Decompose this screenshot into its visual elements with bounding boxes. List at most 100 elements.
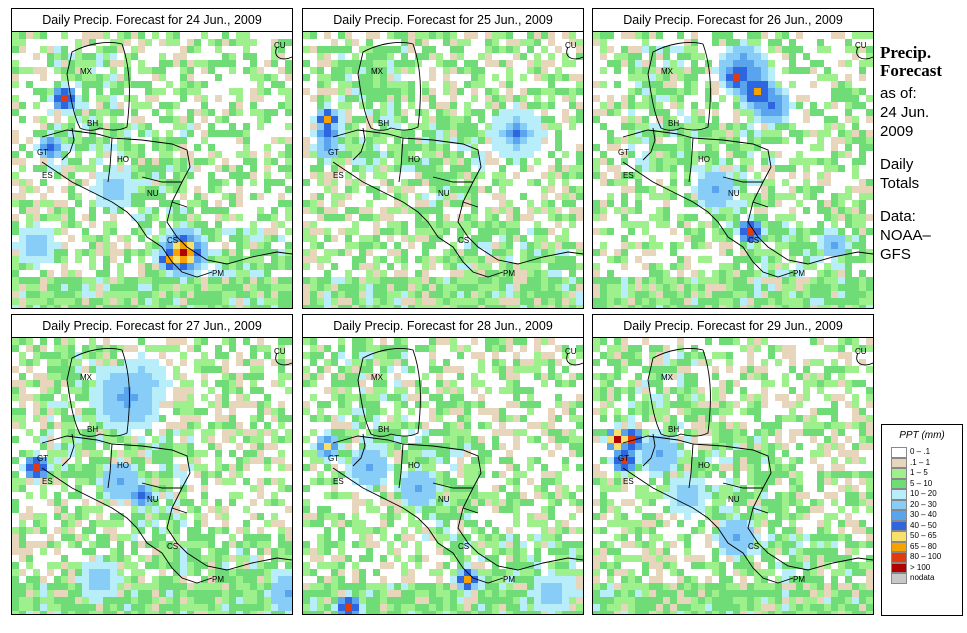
precip-cell xyxy=(562,298,569,305)
precip-cell xyxy=(317,95,324,102)
precip-cell xyxy=(194,345,201,352)
precip-cell xyxy=(408,123,415,130)
precip-cell xyxy=(478,291,485,298)
precip-cell xyxy=(103,408,110,415)
precip-cell xyxy=(285,39,292,46)
precip-cell xyxy=(492,193,499,200)
precip-cell xyxy=(443,284,450,291)
precip-cell xyxy=(96,513,103,520)
precip-cell xyxy=(485,60,492,67)
precip-cell xyxy=(12,249,19,256)
precip-cell xyxy=(457,200,464,207)
precip-cell xyxy=(852,242,859,249)
precip-cell xyxy=(201,471,208,478)
precip-cell xyxy=(576,263,583,270)
precip-cell xyxy=(250,67,257,74)
precip-cell xyxy=(670,95,677,102)
precip-cell xyxy=(782,228,789,235)
precip-cell xyxy=(26,298,33,305)
precip-cell xyxy=(201,305,208,308)
precip-cell xyxy=(264,88,271,95)
precip-cell xyxy=(173,387,180,394)
precip-cell xyxy=(278,291,285,298)
precip-cell xyxy=(173,186,180,193)
precip-cell xyxy=(152,597,159,604)
precip-cell xyxy=(866,32,873,39)
precip-cell xyxy=(450,109,457,116)
precip-cell xyxy=(621,151,628,158)
precip-cell xyxy=(719,123,726,130)
precip-cell xyxy=(691,298,698,305)
precip-cell xyxy=(712,130,719,137)
precip-cell xyxy=(373,60,380,67)
precip-cell xyxy=(96,352,103,359)
precip-cell xyxy=(89,359,96,366)
precip-cell xyxy=(12,394,19,401)
precip-cell xyxy=(450,284,457,291)
precip-cell xyxy=(180,130,187,137)
precip-cell xyxy=(775,116,782,123)
precip-cell xyxy=(534,221,541,228)
precip-cell xyxy=(684,116,691,123)
precip-cell xyxy=(719,32,726,39)
precip-cell xyxy=(401,130,408,137)
precip-cell xyxy=(810,305,817,308)
precip-cell xyxy=(621,193,628,200)
precip-cell xyxy=(593,214,600,221)
precip-cell xyxy=(138,305,145,308)
precip-cell xyxy=(47,373,54,380)
precip-cell xyxy=(810,263,817,270)
precip-cell xyxy=(796,32,803,39)
precip-cell xyxy=(555,207,562,214)
precip-cell xyxy=(173,53,180,60)
precip-cell xyxy=(824,228,831,235)
precip-cell xyxy=(506,263,513,270)
precip-cell xyxy=(429,305,436,308)
precip-cell xyxy=(103,32,110,39)
precip-cell xyxy=(754,305,761,308)
precip-cell xyxy=(103,130,110,137)
precip-cell xyxy=(324,116,331,123)
precip-cell xyxy=(117,123,124,130)
precip-cell xyxy=(303,179,310,186)
precip-cell xyxy=(278,457,285,464)
precip-cell xyxy=(810,186,817,193)
precip-cell xyxy=(166,611,173,614)
precip-cell xyxy=(250,513,257,520)
precip-cell xyxy=(26,359,33,366)
precip-cell xyxy=(562,305,569,308)
precip-cell xyxy=(173,548,180,555)
precip-cell xyxy=(278,450,285,457)
precip-cell xyxy=(338,137,345,144)
precip-cell xyxy=(541,242,548,249)
precip-cell xyxy=(236,151,243,158)
precip-cell xyxy=(124,298,131,305)
precip-cell xyxy=(243,583,250,590)
precip-cell xyxy=(317,137,324,144)
precip-cell xyxy=(75,394,82,401)
precip-cell xyxy=(621,221,628,228)
precip-cell xyxy=(401,263,408,270)
precip-cell xyxy=(96,450,103,457)
precip-cell xyxy=(569,88,576,95)
precip-cell xyxy=(110,88,117,95)
precip-cell xyxy=(607,158,614,165)
precip-cell xyxy=(712,144,719,151)
precip-cell xyxy=(159,305,166,308)
precip-cell xyxy=(712,81,719,88)
precip-cell xyxy=(562,186,569,193)
precip-cell xyxy=(82,291,89,298)
precip-cell xyxy=(131,478,138,485)
precip-cell xyxy=(422,235,429,242)
precip-cell xyxy=(96,366,103,373)
precip-cell xyxy=(352,81,359,88)
precip-cell xyxy=(103,193,110,200)
precip-cell xyxy=(541,109,548,116)
precip-cell xyxy=(492,256,499,263)
precip-cell xyxy=(747,67,754,74)
precip-cell xyxy=(593,81,600,88)
precip-cell xyxy=(96,270,103,277)
precip-cell xyxy=(331,165,338,172)
precip-cell xyxy=(534,67,541,74)
precip-cell xyxy=(338,401,345,408)
